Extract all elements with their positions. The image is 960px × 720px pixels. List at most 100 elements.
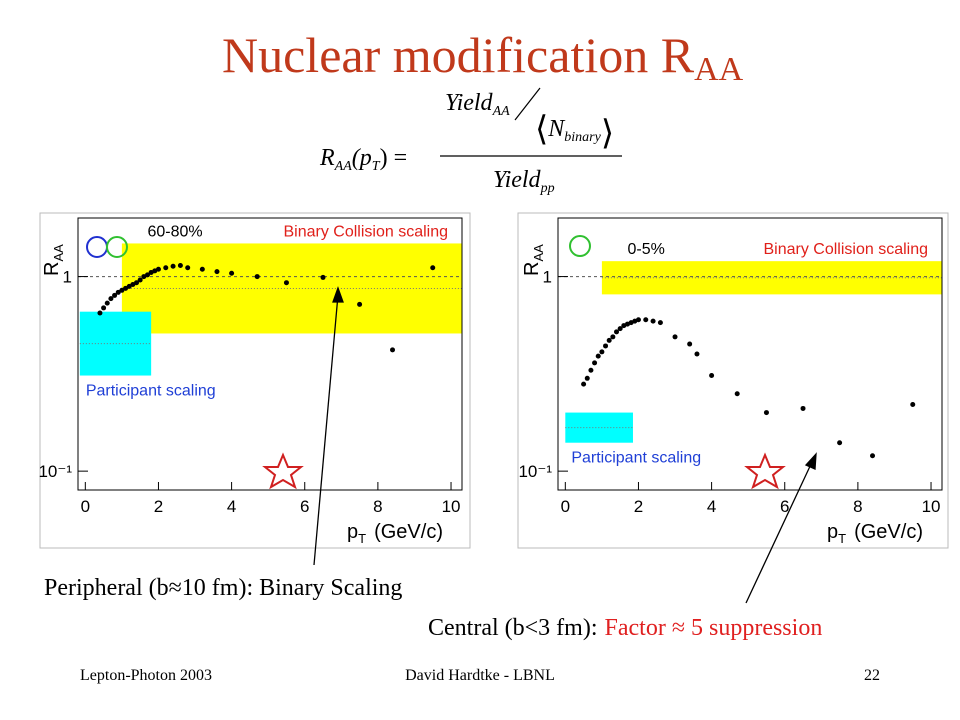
formula: RAA(pT) = YieldAA ⟨Nbinary⟩ Yieldpp (319, 87, 622, 196)
point (617, 326, 623, 332)
y-label: R (521, 262, 543, 276)
y-tick-label: 1 (63, 268, 72, 287)
f: AA (334, 159, 353, 174)
point (581, 381, 587, 387)
x-axis-label: pT (GeV/c) (347, 521, 443, 546)
point (199, 266, 205, 272)
y-axis-label: RAA (521, 244, 546, 276)
x-label: p (827, 521, 838, 543)
point (104, 300, 110, 306)
x-tick-label: 6 (780, 497, 789, 516)
point (177, 262, 183, 268)
point (610, 334, 616, 340)
f: N (547, 116, 566, 142)
x-tick-label: 10 (442, 497, 461, 516)
y-axis-label: RAA (41, 244, 66, 276)
point (606, 337, 612, 343)
point (614, 329, 620, 335)
x-label-sub: T (838, 531, 846, 546)
band-label: Binary Collision scaling (763, 241, 928, 258)
point (687, 341, 693, 347)
charts: Binary Collision scaling Participant scal… (38, 217, 943, 546)
f: Yield (493, 167, 542, 193)
point (134, 280, 140, 286)
x-tick-label: 8 (853, 497, 862, 516)
point (357, 301, 363, 307)
footer-center: David Hardtke - LBNL (405, 667, 555, 684)
y-label-sub: AA (531, 244, 546, 262)
x-label-rest: (GeV/c) (374, 521, 443, 543)
point (137, 277, 143, 283)
formula-den: Yieldpp (493, 167, 555, 196)
x-tick-label: 0 (561, 497, 570, 516)
point (603, 343, 609, 349)
star-logos (262, 452, 786, 490)
x-axis-label: pT (GeV/c) (827, 521, 923, 546)
point (734, 391, 740, 397)
point (430, 265, 436, 271)
annotation-central: Central (b<3 fm): (428, 615, 598, 641)
arrow-right (745, 461, 813, 604)
slash (514, 87, 541, 121)
formula-inner: ⟨Nbinary⟩ (535, 111, 614, 152)
y-label: R (41, 262, 63, 276)
x-tick-label: 8 (373, 497, 382, 516)
band-label: Participant scaling (86, 383, 216, 400)
point (650, 318, 656, 324)
band (601, 261, 942, 295)
point (709, 373, 715, 379)
x-label-rest: (GeV/c) (854, 521, 923, 543)
x-tick-label: 6 (300, 497, 309, 516)
arrows (313, 286, 817, 604)
x-tick-label: 10 (922, 497, 941, 516)
chart-title: 60-80% (147, 223, 202, 240)
point (214, 269, 220, 275)
annotation-peripheral: Peripheral (b≈10 fm): Binary Scaling (44, 575, 402, 601)
point (599, 349, 605, 355)
point (910, 402, 916, 408)
band-label: Participant scaling (571, 450, 701, 467)
point (108, 296, 114, 302)
legend-circles (86, 235, 591, 258)
point (97, 310, 103, 316)
slide-title: Nuclear modification RAA (222, 27, 744, 88)
f: AA (492, 104, 511, 119)
chart: Binary Collision scaling Participant scal… (38, 217, 463, 546)
star-logo (744, 452, 786, 490)
plot-frame (557, 217, 943, 491)
band (79, 311, 152, 376)
point (115, 289, 121, 295)
title-text: Nuclear modification R (222, 27, 695, 83)
band-label: Binary Collision scaling (283, 223, 448, 240)
point (163, 265, 169, 271)
x-tick-label: 2 (154, 497, 163, 516)
point (320, 274, 326, 280)
x-tick-label: 4 (707, 497, 716, 516)
f: pp (540, 181, 555, 196)
y-label-sub: AA (51, 244, 66, 262)
star-logo (262, 452, 304, 490)
point (185, 265, 191, 271)
point (800, 405, 806, 411)
f: T (372, 159, 381, 174)
formula-num: YieldAA (445, 90, 510, 119)
point (112, 292, 118, 298)
arrow-head (804, 452, 817, 470)
y-tick-label: 10⁻¹ (38, 462, 72, 481)
point (584, 375, 590, 381)
x-label: p (347, 521, 358, 543)
point (144, 272, 150, 278)
arrow-left (313, 294, 339, 566)
point (870, 453, 876, 459)
point (657, 320, 663, 326)
formula-lhs: RAA(pT) = (319, 145, 407, 174)
footer-left: Lepton-Photon 2003 (80, 667, 212, 684)
point (229, 270, 235, 276)
title-sub: AA (694, 51, 744, 88)
f: Yield (445, 90, 494, 116)
y-tick-label: 10⁻¹ (518, 462, 552, 481)
x-tick-label: 0 (81, 497, 90, 516)
f: ) = (380, 145, 408, 171)
circle-green (106, 236, 128, 258)
point (390, 347, 396, 353)
